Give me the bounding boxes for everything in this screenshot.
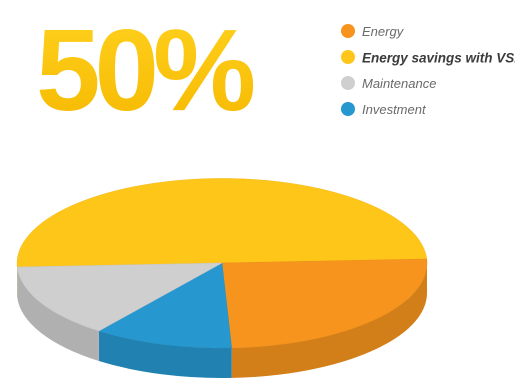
pie-slice-energy-savings-with-vsd: [16, 178, 428, 268]
legend-label: Energy: [362, 23, 404, 39]
legend-item: Maintenance: [341, 70, 515, 96]
legend-label: Energy savings with VSD+: [362, 50, 515, 66]
pie-side-energy: [231, 263, 427, 378]
legend-swatch: [341, 50, 355, 64]
pie-slice-energy: [221, 258, 428, 349]
legend-label: Maintenance: [362, 75, 437, 91]
legend-label: Investment: [362, 101, 426, 117]
pie-side-maintenance: [17, 267, 99, 361]
legend-item: Energy savings with VSD+: [341, 44, 515, 70]
legend-item: Energy: [341, 18, 515, 44]
legend-swatch: [341, 102, 355, 116]
pie-slice-maintenance: [16, 262, 223, 332]
legend-swatch: [341, 24, 355, 38]
pie-side-investment: [98, 330, 232, 379]
pie-slice-investment: [98, 262, 232, 349]
legend-item: Investment: [341, 96, 515, 122]
chart-title: 50%: [36, 5, 254, 135]
legend-swatch: [341, 76, 355, 90]
legend: Energy Energy savings with VSD+ Maintenanc…: [341, 18, 515, 122]
